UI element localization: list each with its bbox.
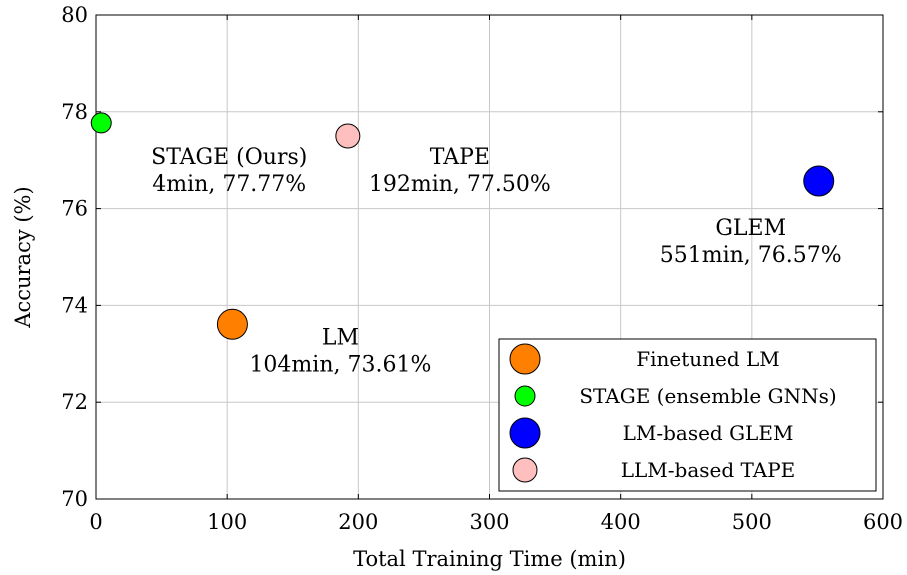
legend-entry: Finetuned LM [636, 347, 780, 371]
point-label-name: GLEM [715, 216, 786, 241]
x-tick-label: 100 [207, 510, 247, 534]
legend-box [498, 338, 877, 492]
y-tick-label: 74 [61, 293, 88, 317]
point-label-name: TAPE [430, 145, 490, 170]
point-label-value: 192min, 77.50% [369, 172, 551, 197]
data-point [335, 123, 361, 149]
x-tick-label: 0 [89, 510, 102, 534]
x-axis-ticks: 0 100 200 300 400 500 600 [89, 15, 903, 534]
data-point [803, 165, 835, 197]
x-tick-label: 400 [601, 510, 641, 534]
point-label-name: LM [322, 325, 359, 350]
point-label-name: STAGE (Ours) [151, 145, 307, 170]
legend-marker [509, 417, 541, 449]
legend-entry: STAGE (ensemble GNNs) [579, 384, 836, 408]
data-point [90, 112, 112, 134]
legend: Finetuned LM STAGE (ensemble GNNs) LM-base… [498, 338, 877, 492]
y-axis-ticks: 70 72 74 76 78 80 [61, 3, 883, 511]
y-tick-label: 76 [61, 197, 88, 221]
y-tick-label: 80 [61, 3, 88, 27]
y-tick-label: 70 [61, 487, 88, 511]
x-tick-label: 300 [469, 510, 509, 534]
point-label-value: 551min, 76.57% [660, 243, 842, 268]
x-tick-label: 600 [863, 510, 903, 534]
y-tick-label: 72 [61, 390, 88, 414]
legend-entry: LM-based GLEM [623, 421, 794, 445]
legend-entry: LLM-based TAPE [621, 458, 796, 482]
y-tick-label: 78 [61, 100, 88, 124]
point-label-value: 104min, 73.61% [249, 352, 431, 377]
legend-marker [514, 385, 536, 407]
point-label-value: 4min, 77.77% [152, 172, 306, 197]
y-axis-label: Accuracy (%) [11, 186, 35, 328]
x-tick-label: 200 [338, 510, 378, 534]
data-points [90, 112, 835, 340]
legend-marker [509, 343, 541, 375]
x-tick-label: 500 [732, 510, 772, 534]
x-axis-label: Total Training Time (min) [353, 547, 626, 571]
data-point [216, 308, 248, 340]
legend-marker [512, 457, 538, 483]
